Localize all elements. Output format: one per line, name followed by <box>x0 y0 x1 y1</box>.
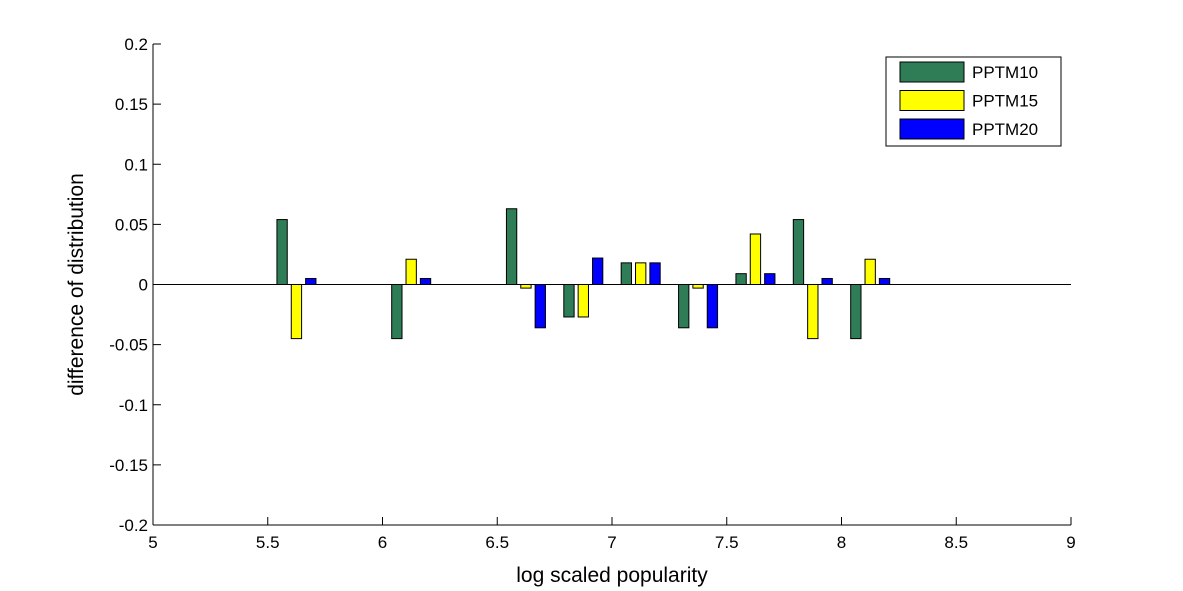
legend-swatch <box>899 118 965 140</box>
legend-label: PPTM10 <box>972 63 1038 82</box>
x-tick-label: 9 <box>1066 533 1075 552</box>
bar-pptm15 <box>692 284 704 289</box>
bar-pptm15 <box>290 284 303 340</box>
bar-pptm10 <box>391 284 403 340</box>
bar-pptm10 <box>276 219 288 285</box>
x-tick-label: 7 <box>607 533 616 552</box>
bar-pptm20 <box>534 284 546 329</box>
y-tick-label: 0.15 <box>115 95 148 114</box>
y-tick-label: 0 <box>139 276 148 295</box>
x-axis-label: log scaled popularity <box>516 564 708 587</box>
y-axis: -0.2 -0.15 -0.1 -0.05 0 0.05 0.1 0.15 0.2 <box>109 35 161 535</box>
bar-pptm10 <box>620 262 633 286</box>
bar-pptm10 <box>678 284 690 329</box>
y-tick-label: 0.05 <box>115 215 148 234</box>
y-axis-label: difference of distribution <box>65 173 88 396</box>
y-tick-label: -0.2 <box>119 516 148 535</box>
x-tick-label: 8 <box>837 533 846 552</box>
bar-pptm10 <box>563 284 575 318</box>
y-tick-label: 0.1 <box>124 155 148 174</box>
legend-label: PPTM20 <box>972 120 1038 139</box>
x-axis: 5 5.5 6 6.5 7 7.5 8 8.5 9 <box>148 517 1076 552</box>
bar-pptm20 <box>878 277 891 285</box>
legend-label: PPTM15 <box>972 92 1038 111</box>
bar-pptm15 <box>749 233 762 285</box>
x-tick-label: 5.5 <box>256 533 280 552</box>
x-tick-label: 6.5 <box>485 533 509 552</box>
bar-pptm20 <box>305 277 317 285</box>
legend: PPTM10 PPTM15 PPTM20 <box>885 56 1062 147</box>
y-tick-label: -0.05 <box>109 336 148 355</box>
x-tick-label: 7.5 <box>715 533 739 552</box>
bar-pptm15 <box>405 258 417 285</box>
bar-pptm10 <box>505 208 518 285</box>
x-tick-label: 6 <box>378 533 387 552</box>
bar-pptm15 <box>807 284 819 340</box>
bar-pptm15 <box>635 262 647 286</box>
bar-pptm20 <box>591 257 604 286</box>
legend-swatch <box>899 90 965 111</box>
legend-swatch <box>899 61 965 83</box>
y-tick-label: -0.15 <box>109 456 148 475</box>
x-tick-label: 8.5 <box>944 533 968 552</box>
bar-pptm15 <box>520 284 532 289</box>
bar-pptm15 <box>577 284 589 318</box>
bar-pptm20 <box>821 277 833 285</box>
x-tick-label: 5 <box>148 533 157 552</box>
bar-pptm20 <box>649 262 661 286</box>
bars <box>276 208 891 340</box>
y-tick-label: 0.2 <box>124 35 148 54</box>
bar-pptm20 <box>419 277 432 285</box>
bar-pptm10 <box>850 284 862 340</box>
bar-pptm20 <box>764 273 776 285</box>
bar-pptm10 <box>735 273 747 285</box>
bar-pptm10 <box>792 219 805 285</box>
bar-pptm20 <box>706 284 719 329</box>
bar-pptm15 <box>864 258 876 285</box>
y-tick-label: -0.1 <box>119 396 148 415</box>
